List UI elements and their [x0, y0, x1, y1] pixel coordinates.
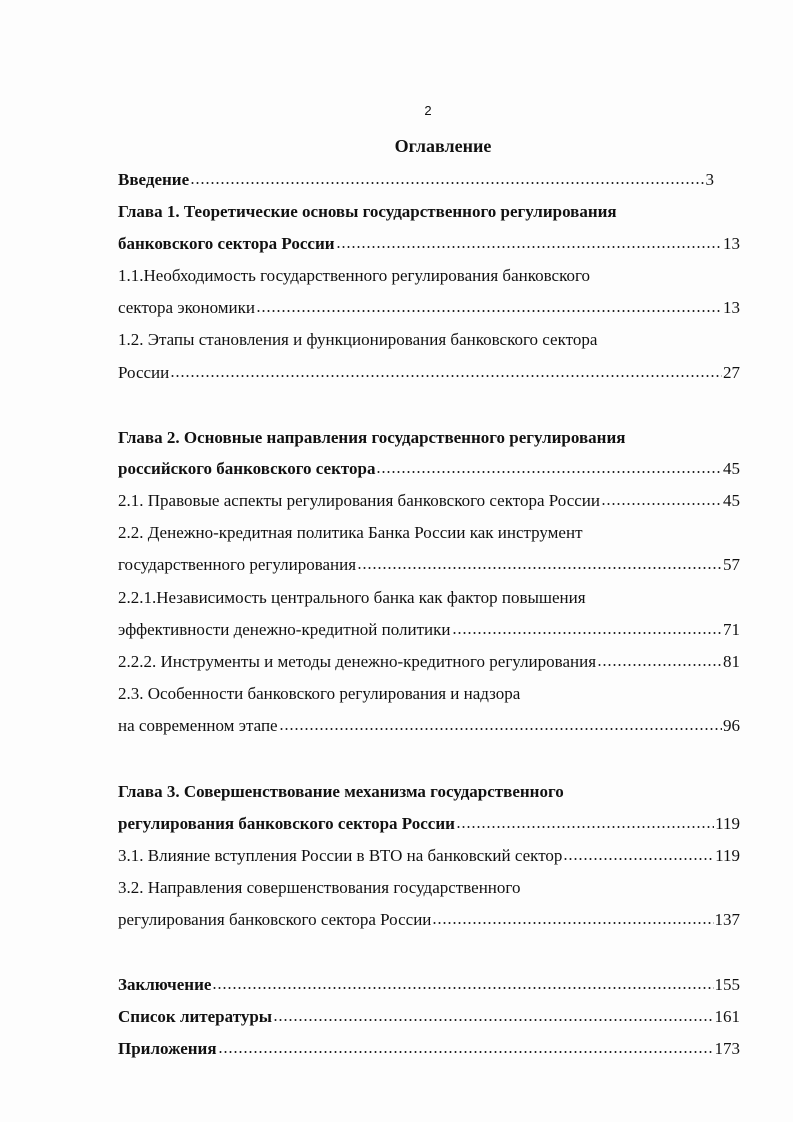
toc-entry: 2.2. Денежно-кредитная политика Банка Ро…	[118, 523, 740, 545]
toc-entry-text: на современном этапе	[118, 716, 278, 735]
toc-page-number: 45	[723, 459, 740, 478]
toc-entry: регулирования банковского сектора России…	[118, 814, 740, 836]
toc-entry: на современном этапе 96	[118, 716, 740, 738]
dot-leader	[376, 464, 722, 474]
toc-entry-text: Глава 2. Основные направления государств…	[118, 428, 626, 447]
toc-entry: Приложения 173	[118, 1039, 740, 1061]
toc-entry-text: российского банковского сектора	[118, 459, 376, 478]
toc-entry-text: 1.2. Этапы становления и функционировани…	[118, 330, 598, 349]
toc-page-number: 119	[715, 846, 740, 865]
page-number: 2	[424, 103, 432, 118]
toc-page-number: 161	[714, 1007, 741, 1026]
toc-page-number: 3	[705, 170, 715, 189]
dot-leader	[432, 915, 714, 925]
toc-entry: сектора экономики 13	[118, 298, 740, 320]
toc-page-number: 173	[714, 1039, 741, 1058]
toc-entry-text: 2.2. Денежно-кредитная политика Банка Ро…	[118, 523, 583, 542]
toc-entry-text: государственного регулирования	[118, 555, 357, 574]
toc-entry: эффективности денежно-кредитной политики…	[118, 620, 740, 642]
toc-entry-text: 2.2.1.Независимость центрального банка к…	[118, 588, 586, 607]
toc-entry: 1.1.Необходимость государственного регул…	[118, 266, 740, 288]
toc-page-number: 119	[715, 814, 740, 833]
toc-entry-text: 1.1.Необходимость государственного регул…	[118, 266, 591, 285]
toc-entry-text: 3.2. Направления совершенствования госуд…	[118, 878, 521, 897]
toc-entry-text: 2.3. Особенности банковского регулирован…	[118, 684, 521, 703]
toc-page-number: 155	[714, 975, 741, 994]
toc-entry-text: Приложения	[118, 1039, 217, 1058]
toc-entry: Заключение 155	[118, 975, 740, 997]
toc-page-number: 71	[723, 620, 740, 639]
toc-entry: Глава 3. Совершенствование механизма гос…	[118, 782, 740, 804]
dot-leader	[455, 819, 715, 829]
dot-leader	[451, 625, 722, 635]
toc-entry-text: регулирования банковского сектора России	[118, 910, 432, 929]
toc-entry: 2.2.1.Независимость центрального банка к…	[118, 588, 740, 610]
dot-leader	[563, 851, 715, 861]
dot-leader	[217, 1044, 714, 1054]
dot-leader	[597, 657, 722, 667]
toc-entry: 3.1. Влияние вступления России в ВТО на …	[118, 846, 740, 868]
toc-entry-text: Список литературы	[118, 1007, 273, 1026]
toc-entry: Введение 3	[118, 170, 714, 192]
toc-entry-text: сектора экономики	[118, 298, 256, 317]
toc-page-number: 57	[723, 555, 740, 574]
dot-leader	[601, 496, 722, 506]
toc-entry-text: 3.1. Влияние вступления России в ВТО на …	[118, 846, 563, 865]
toc-page-number: 13	[723, 234, 740, 253]
toc-entry: 2.1. Правовые аспекты регулирования банк…	[118, 491, 740, 513]
toc-entry-text: России	[118, 363, 170, 382]
dot-leader	[335, 239, 722, 249]
toc-page-number: 137	[714, 910, 741, 929]
dot-leader	[170, 368, 722, 378]
toc-entry-text: 2.2.2. Инструменты и методы денежно-кред…	[118, 652, 597, 671]
toc-entry-text: Заключение	[118, 975, 212, 994]
toc-entry: 2.3. Особенности банковского регулирован…	[118, 684, 740, 706]
toc-entry-text: 2.1. Правовые аспекты регулирования банк…	[118, 491, 600, 510]
toc-entry: регулирования банковского сектора России…	[118, 910, 740, 932]
toc-entry-text: Введение	[118, 170, 190, 189]
toc-entry-text: банковского сектора России	[118, 234, 335, 253]
toc-entry-text: эффективности денежно-кредитной политики	[118, 620, 451, 639]
dot-leader	[273, 1012, 714, 1022]
toc-entry: Глава 1. Теоретические основы государств…	[118, 202, 740, 224]
dot-leader	[212, 980, 714, 990]
toc-entry: российского банковского сектора 45	[118, 459, 740, 481]
toc-page-number: 27	[723, 363, 740, 382]
toc-page-number: 81	[723, 652, 740, 671]
toc-entry-text: Глава 1. Теоретические основы государств…	[118, 202, 617, 221]
toc-entry: 2.2.2. Инструменты и методы денежно-кред…	[118, 652, 740, 674]
toc-entry: банковского сектора России 13	[118, 234, 740, 256]
toc-entry: государственного регулирования 57	[118, 555, 740, 577]
toc-entry: 3.2. Направления совершенствования госуд…	[118, 878, 740, 900]
toc-page-number: 96	[723, 716, 740, 735]
toc-entry: Список литературы 161	[118, 1007, 740, 1029]
dot-leader	[278, 721, 722, 731]
dot-leader	[190, 175, 705, 185]
toc-entry-text: регулирования банковского сектора России	[118, 814, 455, 833]
toc-entry: России 27	[118, 363, 740, 385]
dot-leader	[256, 303, 722, 313]
toc-entry: 1.2. Этапы становления и функционировани…	[118, 330, 740, 352]
toc-entry-text: Глава 3. Совершенствование механизма гос…	[118, 782, 564, 801]
dot-leader	[357, 560, 722, 570]
toc-title: Оглавление	[394, 136, 492, 156]
toc-page-number: 13	[723, 298, 740, 317]
toc-page-number: 45	[723, 491, 740, 510]
toc-entry: Глава 2. Основные направления государств…	[118, 428, 740, 450]
